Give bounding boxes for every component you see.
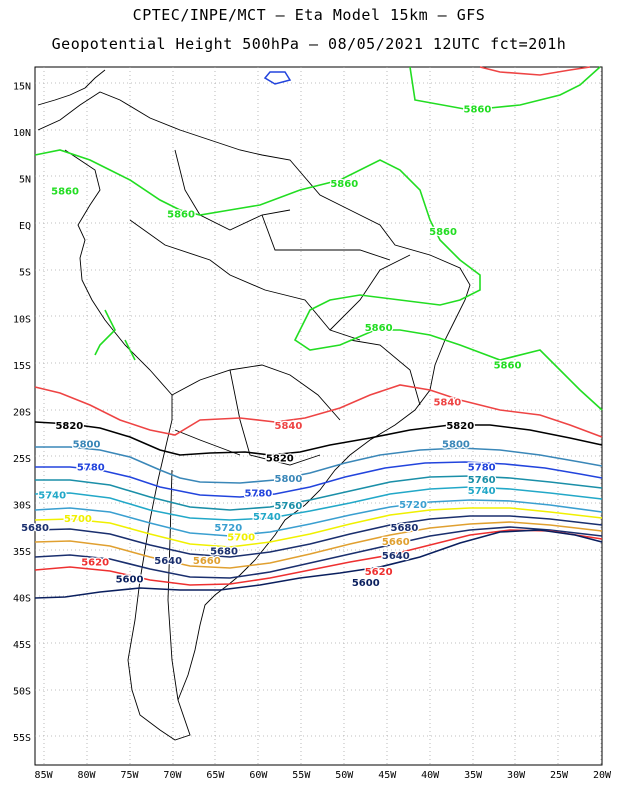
lat-tick-label: 20S [13,407,31,418]
contour-label-5800: 5800 [275,474,303,485]
contour-label-5740: 5740 [253,512,281,523]
lat-tick-label: 25S [13,454,31,465]
contour-label-5860: 5860 [167,210,195,221]
contour-5600 [34,529,603,599]
contour-5840-north [479,66,591,76]
lat-tick-label: 30S [13,500,31,511]
contour-label-5720: 5720 [214,523,242,534]
contour-label-5860: 5860 [51,186,79,197]
lat-tick-label: 55S [13,733,31,744]
lon-tick-label: 85W [35,770,54,781]
lon-tick-label: 20W [593,770,612,781]
lon-tick-label: 40W [421,770,440,781]
contour-label-5860: 5860 [330,179,358,190]
contour-5720 [34,499,603,537]
contour-lines [34,66,603,599]
contour-5680 [34,515,603,558]
lon-tick-label: 70W [163,770,182,781]
contour-label-5760: 5760 [468,475,496,486]
contour-label-5780: 5780 [77,463,105,474]
contour-label-5840: 5840 [433,398,461,409]
contour-label-5860: 5860 [429,227,457,238]
contour-label-5660: 5660 [193,556,221,567]
contour-label-5780: 5780 [468,463,496,474]
graticule [35,67,602,765]
contour-label-5820: 5820 [55,421,83,432]
contour-5780 [35,461,603,498]
contour-label-5600: 5600 [352,578,380,589]
contour-5800 [35,446,603,484]
contour-label-5800: 5800 [73,439,101,450]
lat-tick-label: 15N [13,82,31,93]
map-title-line-2: Geopotential Height 500hPa – 08/05/2021 … [51,35,567,53]
contour-5760 [35,475,603,511]
contour-label-5600: 5600 [116,574,144,585]
lat-tick-label: 15S [13,361,31,372]
lat-tick-label: 10N [13,128,31,139]
lat-tick-label: 45S [13,640,31,651]
contour-label-5640: 5640 [382,551,410,562]
lon-tick-label: 65W [206,770,225,781]
lon-tick-label: 60W [249,770,268,781]
lon-tick-label: 50W [335,770,354,781]
lat-tick-label: 5S [19,268,31,279]
contour-5740 [34,486,603,521]
contour-5620 [34,529,603,586]
map-title-line-1: CPTEC/INPE/MCT – Eta Model 15km – GFS [132,6,486,24]
contour-label-5640: 5640 [154,556,182,567]
lon-tick-label: 55W [292,770,311,781]
contour-label-5720: 5720 [399,500,427,511]
contour-5860-main [34,149,603,411]
contour-label-5620: 5620 [81,558,109,569]
contour-label-5620: 5620 [365,567,393,578]
contour-label-5760: 5760 [275,501,303,512]
contour-5640 [34,526,603,579]
contour-label-5680: 5680 [210,546,238,557]
contour-label-5780: 5780 [244,489,272,500]
contour-label-5740: 5740 [468,486,496,497]
contour-label-5820: 5820 [266,453,294,464]
lat-tick-label: 40S [13,593,31,604]
lat-tick-label: 50S [13,687,31,698]
contour-label-5820: 5820 [446,421,474,432]
contour-label-5840: 5840 [275,421,303,432]
lon-tick-label: 35W [464,770,483,781]
contour-label-5700: 5700 [64,514,92,525]
lat-tick-label: 35S [13,547,31,558]
map-frame [34,66,603,766]
contour-label-5860: 5860 [464,104,492,115]
contour-5840 [34,384,603,438]
contour-label-5700: 5700 [227,532,255,543]
contour-5860-west [94,309,136,361]
coastlines [37,69,471,741]
lon-tick-label: 80W [78,770,97,781]
lon-tick-label: 30W [507,770,526,781]
lon-tick-label: 25W [550,770,569,781]
contour-label-5660: 5660 [382,537,410,548]
lat-tick-label: 10S [13,314,31,325]
contour-5860-north [409,66,601,111]
contour-label-5860: 5860 [494,360,522,371]
lat-tick-label: 5N [19,175,31,186]
contour-5820 [34,421,603,456]
contour-label-5740: 5740 [38,491,66,502]
contour-label-5680: 5680 [21,523,49,534]
lon-tick-label: 75W [120,770,139,781]
contour-label-5860: 5860 [365,323,393,334]
lat-tick-label: EQ [19,221,31,232]
contour-label-5680: 5680 [390,523,418,534]
contour-label-5800: 5800 [442,439,470,450]
contour-5660 [34,521,603,569]
lon-tick-label: 45W [378,770,397,781]
axis-tick-labels: 15N 10N 5N EQ 5S 10S 15S 20S 25S 30S 35S 40S 45S 50S 5… [13,82,612,781]
contour-labels: 5860 5860 5860 5860 5860 5860 5860 5840 5840 5820… [20,103,523,590]
contour-5700 [34,507,603,548]
